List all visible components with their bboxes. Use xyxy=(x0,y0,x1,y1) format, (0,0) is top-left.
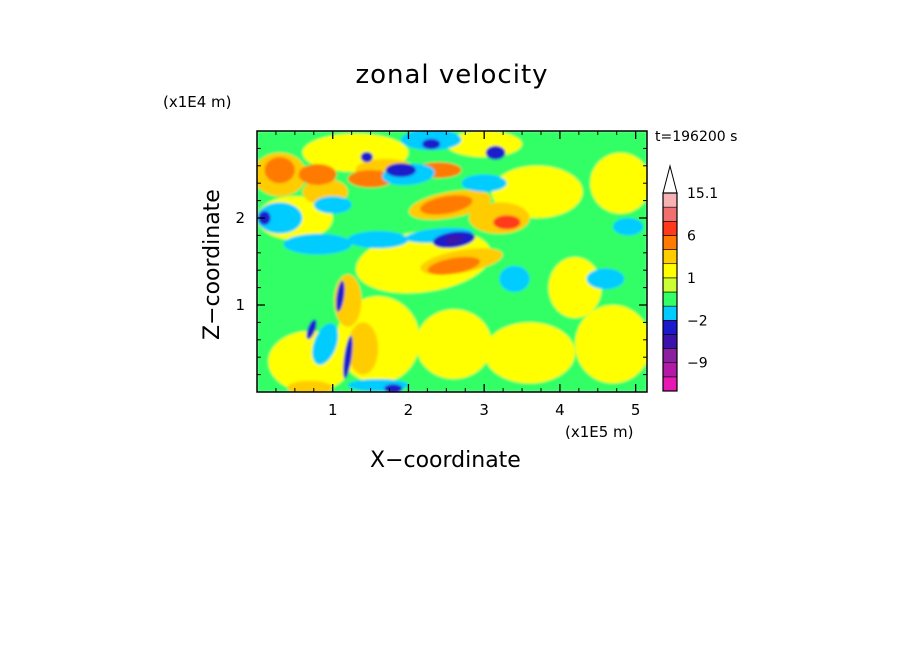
x-axis-label: X−coordinate xyxy=(370,448,521,473)
contour-region-50 xyxy=(384,384,403,392)
colorbar-swatch xyxy=(662,249,678,265)
contour-region-16 xyxy=(298,164,337,185)
contour-region-36 xyxy=(499,265,530,292)
y-tick-label: 2 xyxy=(235,209,245,227)
colorbar-tick-label: 1 xyxy=(687,271,696,287)
velocity-field xyxy=(257,131,647,392)
colorbar-swatch xyxy=(662,192,678,208)
contour-region-37 xyxy=(312,323,339,365)
contour-region-44 xyxy=(422,138,441,150)
colorbar-swatch xyxy=(662,206,678,222)
colorbar-swatch xyxy=(662,291,678,307)
x-tick-label: 1 xyxy=(328,401,338,419)
colorbar-swatch xyxy=(662,348,678,364)
colorbar-extension xyxy=(662,164,678,194)
chart-title: zonal velocity xyxy=(355,60,549,90)
contour-region-48 xyxy=(343,335,353,379)
x-axis-ticks: 1 2 3 4 5 xyxy=(275,131,641,419)
colorbar-swatch xyxy=(662,263,678,279)
contour-region-32 xyxy=(283,233,352,255)
contour-region-5 xyxy=(548,257,602,319)
contour-region-49 xyxy=(306,319,317,340)
x-axis-unit: (x1E5 m) xyxy=(565,423,634,441)
plot-frame xyxy=(256,130,648,393)
colorbar-swatch xyxy=(662,277,678,293)
x-tick-label: 3 xyxy=(479,401,489,419)
contour-region-22 xyxy=(427,256,481,275)
contour-region-3 xyxy=(484,322,576,384)
contour-region-21 xyxy=(420,195,473,215)
contour-region-2 xyxy=(416,309,492,379)
y-axis-ticks: 12 xyxy=(235,147,647,376)
colorbar-swatch xyxy=(662,235,678,250)
colorbar-swatch xyxy=(662,305,678,321)
contour-region-10 xyxy=(590,152,647,214)
colorbar-frame xyxy=(662,192,678,392)
y-axis-unit: (x1E4 m) xyxy=(163,93,232,111)
contour-region-4 xyxy=(575,305,647,384)
colorbar-swatch xyxy=(662,220,678,236)
contour-region-26 xyxy=(347,322,379,375)
contour-region-42 xyxy=(385,163,417,178)
contour-region-15 xyxy=(264,157,295,184)
contour-region-39 xyxy=(586,268,625,290)
contour-region-43 xyxy=(485,145,506,160)
contour-region-46 xyxy=(360,151,373,163)
colorbar-swatch xyxy=(662,334,678,349)
colorbar-tick-label: 15.1 xyxy=(687,186,718,202)
colorbar-swatch xyxy=(662,362,678,378)
colorbar-swatch xyxy=(662,319,678,335)
contour-region-28 xyxy=(257,202,303,234)
contour-region-27 xyxy=(287,380,333,392)
colorbar-tick-label: 6 xyxy=(687,228,696,244)
time-label: t=196200 s xyxy=(655,129,738,145)
x-tick-label: 5 xyxy=(631,401,641,419)
contour-region-51 xyxy=(444,235,463,245)
contour-region-24 xyxy=(493,215,521,230)
x-tick-label: 4 xyxy=(555,401,565,419)
colorbar-swatch xyxy=(662,376,678,392)
colorbar-tick-label: −2 xyxy=(687,313,708,329)
contour-region-29 xyxy=(313,196,352,214)
contour-region-35 xyxy=(461,174,507,192)
colorbar-tick-label: −9 xyxy=(687,356,708,372)
contour-region-31 xyxy=(347,231,409,249)
contour-region-47 xyxy=(335,280,345,312)
x-tick-label: 2 xyxy=(404,401,414,419)
contour-region-40 xyxy=(612,218,644,236)
contour-region-17 xyxy=(347,170,394,188)
y-tick-label: 1 xyxy=(235,296,245,314)
colorbar: −9 −2 1 6 15.1 xyxy=(662,164,718,392)
